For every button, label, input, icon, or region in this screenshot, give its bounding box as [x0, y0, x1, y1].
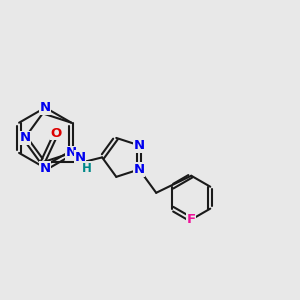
Text: N: N	[66, 146, 77, 159]
Text: H: H	[82, 162, 92, 175]
Text: N: N	[40, 161, 51, 175]
Text: N: N	[134, 139, 145, 152]
Text: N: N	[20, 131, 31, 144]
Text: O: O	[51, 127, 62, 140]
Text: N: N	[134, 163, 145, 176]
Text: N: N	[40, 101, 51, 114]
Text: N: N	[75, 151, 86, 164]
Text: F: F	[187, 213, 196, 226]
